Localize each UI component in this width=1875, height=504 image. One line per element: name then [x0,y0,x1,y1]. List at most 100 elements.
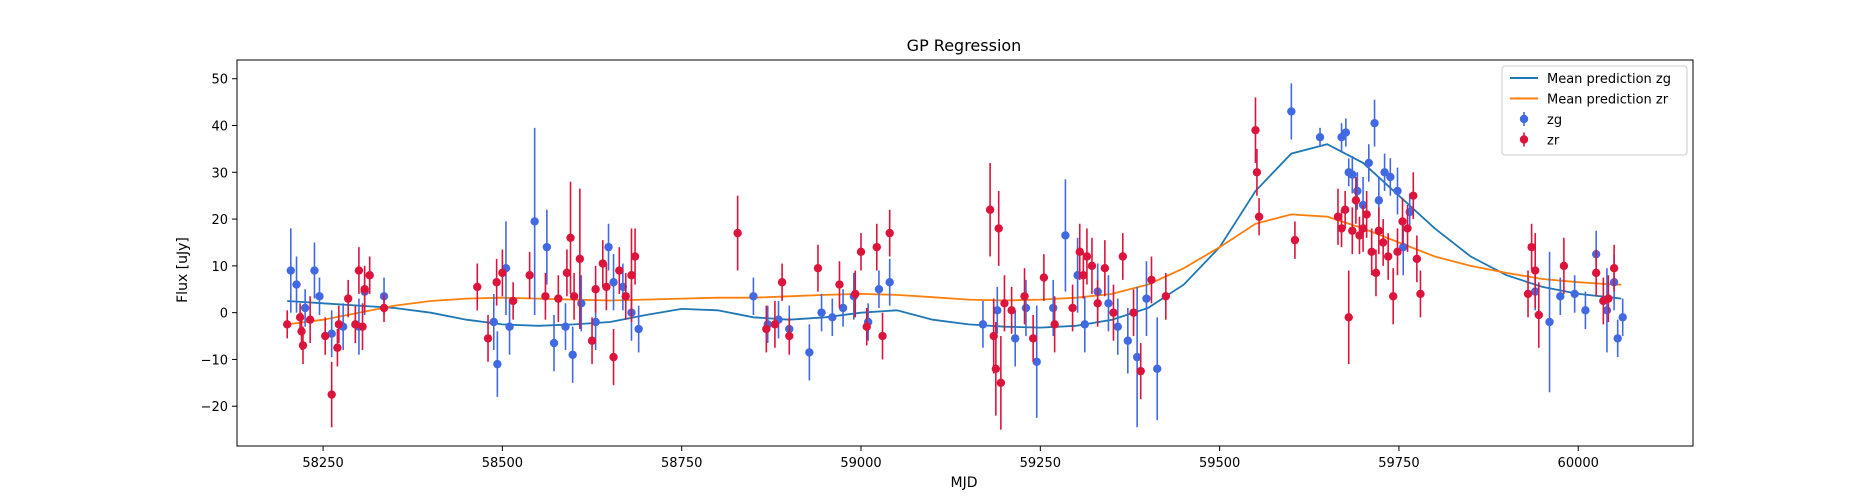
zr-point [343,294,353,303]
y-tick-label: −20 [201,400,228,415]
zr-point [630,252,640,261]
zr-point [770,320,780,329]
zr-point [1118,252,1127,261]
zg-point [1132,352,1142,362]
zr-point [621,292,630,301]
zr-point [297,327,306,336]
x-tick-label: 59750 [1378,456,1419,471]
zg-point [1581,306,1590,315]
zg-point [1315,133,1325,142]
zr-point [1559,261,1569,271]
zg-point [634,324,643,334]
zg-point [1545,317,1554,327]
zg-point [1348,170,1357,179]
zr-point [1100,264,1110,273]
zr-point [1039,273,1049,282]
zr-point [283,320,292,329]
zr-point [1523,289,1533,299]
data-points [283,83,1627,430]
zr-point [885,228,894,238]
zr-point [609,352,618,362]
y-tick-label: 10 [211,260,228,275]
zr-point [498,268,507,278]
zg-point [1142,294,1151,303]
plot-frame [236,59,1694,447]
zr-point [762,324,771,334]
zr-point [587,336,597,345]
zg-point [1556,292,1565,301]
zr-point [1028,334,1038,343]
zg-point [1364,158,1374,168]
axes: 58250 58500 58750 59000 59250 59500 59750 60000… [201,73,1599,471]
zr-point [541,292,550,301]
zr-point [733,228,742,238]
zg-point [1393,186,1402,196]
zr-point [327,390,336,399]
zg-point [1032,357,1041,366]
zg-point [1570,289,1579,299]
zr-point [878,331,887,341]
zr-point [1367,247,1376,257]
zg-point [604,242,613,252]
x-tick-label: 58750 [661,456,702,471]
zg-point [568,350,577,359]
zg-point [1399,242,1408,252]
legend: Mean prediction zg Mean prediction zr zg zr [1501,65,1688,156]
zr-point [1136,366,1145,376]
zg-point [993,306,1002,315]
zg-point [1021,303,1031,313]
legend-marker-swatch [1519,135,1529,144]
y-axis-label: Flux [uJy] [175,237,191,303]
zr-point [1527,242,1536,252]
zr-point [334,320,344,329]
zr-point [1609,264,1619,273]
zr-point [566,233,575,242]
zr-point [1604,294,1613,303]
zr-point [492,278,501,287]
legend-marker-swatch [1519,114,1529,124]
zr-point [1383,252,1393,261]
zr-point [1344,313,1353,322]
zr-point [1371,268,1381,278]
chart-title: GP Regression [907,36,1022,55]
zr-point [351,320,360,329]
legend-label: zr [1547,134,1560,149]
y-tick-label: 0 [220,307,228,322]
x-tick-label: 59250 [1020,456,1061,471]
zr-point [1251,125,1260,135]
zr-point [1398,217,1407,226]
zr-point [525,271,534,280]
zr-point [1412,254,1422,264]
zg-point [542,242,552,252]
zr-point [627,271,636,280]
zg-point [1380,168,1389,177]
zg-point [817,308,826,317]
zr-point [1079,271,1088,280]
zr-point [991,364,1001,373]
zr-point [354,266,364,275]
zr-point [1393,247,1402,257]
zr-point [1591,268,1601,278]
zr-point [994,224,1003,233]
zr-point [1351,196,1361,205]
zr-point [1416,289,1425,299]
zg-point [885,278,894,287]
zg-point [315,292,324,301]
zr-point [1409,191,1418,200]
zr-point [562,268,572,278]
zr-point [1340,205,1350,214]
x-axis-label: MJD [951,475,978,491]
zg-point [1386,172,1395,182]
zr-point [295,313,305,322]
zr-point [360,285,369,294]
zr-point [1050,320,1059,329]
zr-point [598,259,607,268]
zr-point [554,294,563,303]
zr-point [1252,168,1262,177]
zr-point [591,285,600,294]
zg-point [300,303,310,313]
zr-point [321,331,330,341]
zr-point [862,322,871,331]
zr-point [298,341,308,350]
zg-point [1341,128,1351,137]
